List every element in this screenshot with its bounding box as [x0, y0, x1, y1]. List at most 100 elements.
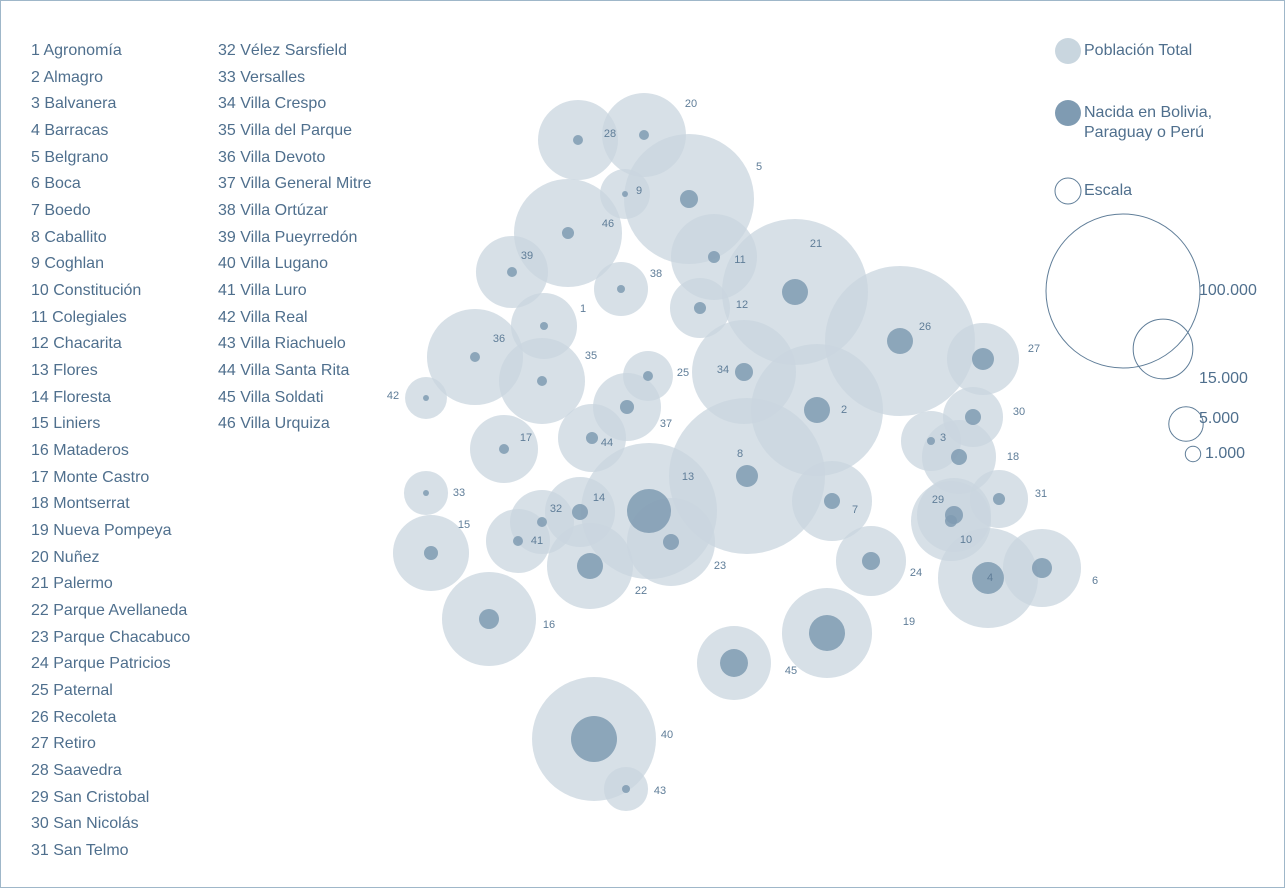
scale-label: 1.000	[1205, 445, 1245, 462]
legend-label: Población Total	[1084, 42, 1193, 59]
subgroup-bubble	[808, 614, 846, 652]
entry-name: Boca	[44, 175, 81, 193]
bubble-label: 25	[677, 367, 689, 379]
bubble-label: 10	[960, 534, 972, 546]
legend-entry: 30 San Nicolás	[31, 811, 211, 838]
bubble-label: 18	[1007, 451, 1019, 463]
legend-swatch	[1055, 38, 1081, 64]
subgroup-bubble	[972, 562, 1004, 594]
entry-number: 39	[218, 228, 236, 246]
entry-number: 22	[31, 602, 49, 620]
entry-number: 31	[31, 842, 49, 860]
bubble-label: 1	[580, 303, 586, 315]
entry-name: Retiro	[53, 735, 96, 753]
entry-name: Villa Pueyrredón	[240, 228, 358, 246]
subgroup-bubble	[423, 490, 429, 496]
entry-number: 26	[31, 708, 49, 726]
bubble-label: 4	[987, 572, 993, 584]
bubble-label: 42	[387, 390, 399, 402]
entry-name: Almagro	[43, 68, 104, 86]
bubble-label: 39	[521, 250, 533, 262]
entry-number: 3	[31, 95, 40, 113]
legend-entry: 45 Villa Soldati	[218, 385, 380, 412]
legend-swatch	[1054, 177, 1082, 205]
scale-circle	[1132, 318, 1194, 380]
scale-circle	[1168, 406, 1204, 442]
entry-name: Palermo	[53, 575, 113, 593]
subgroup-bubble	[507, 267, 517, 277]
bubble-label: 34	[717, 364, 729, 376]
entry-number: 40	[218, 255, 236, 273]
entry-number: 45	[218, 388, 236, 406]
legend-swatch	[1055, 100, 1081, 126]
entry-number: 2	[31, 68, 40, 86]
subgroup-bubble	[823, 492, 841, 510]
legend-entry: 40 Villa Lugano	[218, 251, 380, 278]
subgroup-bubble	[639, 130, 649, 140]
entry-name: Villa del Parque	[240, 122, 353, 139]
subgroup-bubble	[619, 399, 635, 415]
entry-name: Villa Urquiza	[240, 415, 330, 433]
entry-number: 41	[218, 282, 236, 300]
subgroup-bubble	[537, 517, 547, 527]
entry-number: 28	[31, 762, 49, 780]
legend-entry: 25 Paternal	[31, 678, 211, 705]
legend-entry: 8 Caballito	[31, 225, 211, 252]
entry-name: Villa Soldati	[240, 388, 324, 406]
entry-name: Paternal	[53, 682, 113, 700]
entry-number: 6	[31, 175, 40, 193]
subgroup-bubble	[616, 284, 626, 294]
subgroup-bubble	[561, 226, 575, 240]
subgroup-bubble	[643, 371, 653, 381]
subgroup-bubble	[423, 395, 429, 401]
bubble-label: 24	[910, 567, 922, 579]
entry-name: Montserrat	[53, 495, 130, 513]
subgroup-bubble	[585, 431, 599, 445]
entry-name: Villa Lugano	[240, 255, 329, 273]
entry-name: Belgrano	[44, 148, 109, 166]
subgroup-bubble	[622, 191, 628, 197]
entry-number: 17	[31, 468, 49, 486]
entry-number: 14	[31, 388, 49, 406]
bubble-label: 2	[841, 404, 847, 416]
legend-entry: 26 Recoleta	[31, 705, 211, 732]
legend-entry: 19 Nueva Pompeya	[31, 518, 211, 545]
subgroup-bubble	[736, 465, 758, 487]
subgroup-bubble	[513, 536, 523, 546]
subgroup-bubble	[964, 408, 982, 426]
legend-entry: 3 Balvanera	[31, 91, 211, 118]
legend-entry: 29 San Cristobal	[31, 785, 211, 812]
subgroup-bubble	[944, 505, 964, 525]
entry-number: 5	[31, 148, 40, 166]
subgroup-bubble	[861, 551, 881, 571]
legend-label: Escala	[1084, 182, 1133, 199]
entry-number: 18	[31, 495, 49, 513]
entry-number: 36	[218, 148, 236, 166]
legend-entry: 18 Montserrat	[31, 491, 211, 518]
bubble-label: 38	[650, 268, 662, 280]
entry-name: Parque Chacabuco	[53, 628, 191, 646]
legend-entry: 27 Retiro	[31, 731, 211, 758]
subgroup-bubble	[679, 189, 699, 209]
legend-entry: 31 San Telmo	[31, 838, 211, 865]
legend-entry: 10 Constitución	[31, 278, 211, 305]
legend-entry: 38 Villa Ortúzar	[218, 198, 380, 225]
legend-entry: 43 Villa Riachuelo	[218, 331, 380, 358]
bubble-label: 20	[685, 98, 697, 110]
entry-number: 16	[31, 442, 49, 460]
legend-entry: 23 Parque Chacabuco	[31, 625, 211, 652]
entry-number: 7	[31, 202, 40, 220]
bubble-label: 13	[682, 471, 694, 483]
entry-name: Nuñez	[53, 548, 100, 566]
bubble-label: 40	[661, 729, 673, 741]
legend-entry: 14 Floresta	[31, 385, 211, 412]
legend-entry: 36 Villa Devoto	[218, 145, 380, 172]
legend-entry: 5 Belgrano	[31, 145, 211, 172]
bubble-label: 35	[585, 350, 597, 362]
entry-name: Barracas	[44, 122, 109, 139]
entry-number: 43	[218, 335, 236, 353]
subgroup-bubble	[950, 448, 968, 466]
entry-number: 44	[218, 362, 236, 380]
